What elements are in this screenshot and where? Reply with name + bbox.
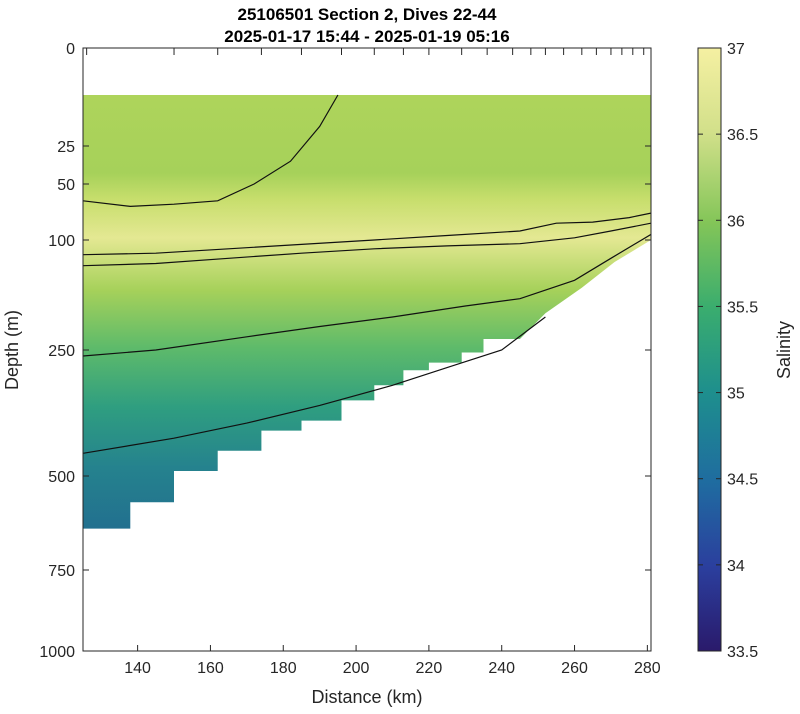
y-tick-label: 100: [48, 233, 75, 250]
contour-line: [83, 222, 651, 267]
y-tick-label: 750: [48, 563, 75, 580]
x-tick-label: 240: [488, 660, 515, 677]
colorbar-tick-label: 35: [727, 386, 745, 403]
y-axis-label: Depth (m): [2, 310, 22, 390]
y-tick-label: 1000: [39, 644, 75, 661]
colorbar-tick-label: 36: [727, 213, 745, 230]
y-axis: 0 25 50 100 250 500 750 1000: [39, 41, 651, 661]
colorbar-tick-label: 35.5: [727, 299, 758, 316]
colorbar-tick-label: 34.5: [727, 472, 758, 489]
colorbar-gradient: [697, 47, 722, 652]
colorbar: 33.5 34 34.5 35 35.5 36 36.5 37 Salinity: [697, 41, 794, 661]
contour-line: [83, 316, 546, 454]
colorbar-tick-label: 34: [727, 558, 745, 575]
x-axis-label: Distance (km): [311, 687, 422, 707]
colorbar-tick-label: 36.5: [727, 127, 758, 144]
y-tick-label: 0: [66, 41, 75, 58]
dive-position-ticks: [86, 48, 645, 55]
contour-lines: [83, 94, 651, 454]
contour-line: [83, 233, 651, 357]
x-tick-label: 160: [197, 660, 224, 677]
x-axis: 140 160 180 200 220 240 260 280: [124, 645, 661, 677]
x-tick-label: 140: [124, 660, 151, 677]
x-tick-label: 260: [561, 660, 588, 677]
contour-line: [83, 212, 651, 256]
y-tick-label: 50: [57, 177, 75, 194]
colorbar-tick-label: 33.5: [727, 644, 758, 661]
x-tick-label: 280: [634, 660, 661, 677]
y-tick-label: 250: [48, 343, 75, 360]
contour-line: [83, 94, 339, 208]
x-tick-label: 180: [270, 660, 297, 677]
y-tick-label: 500: [48, 469, 75, 486]
salinity-field: [83, 95, 651, 529]
colorbar-ticks: 33.5 34 34.5 35 35.5 36 36.5 37: [698, 41, 758, 661]
x-tick-label: 220: [416, 660, 443, 677]
colorbar-label: Salinity: [774, 321, 794, 379]
y-tick-label: 25: [57, 139, 75, 156]
colorbar-tick-label: 37: [727, 41, 745, 58]
x-tick-label: 200: [343, 660, 370, 677]
chart-title: 25106501 Section 2, Dives 22-44: [238, 5, 497, 24]
chart-subtitle: 2025-01-17 15:44 - 2025-01-19 05:16: [224, 27, 509, 46]
plot-area: 140 160 180 200 220 240 260 280 0 25 50 100 250 500 7…: [39, 41, 660, 677]
